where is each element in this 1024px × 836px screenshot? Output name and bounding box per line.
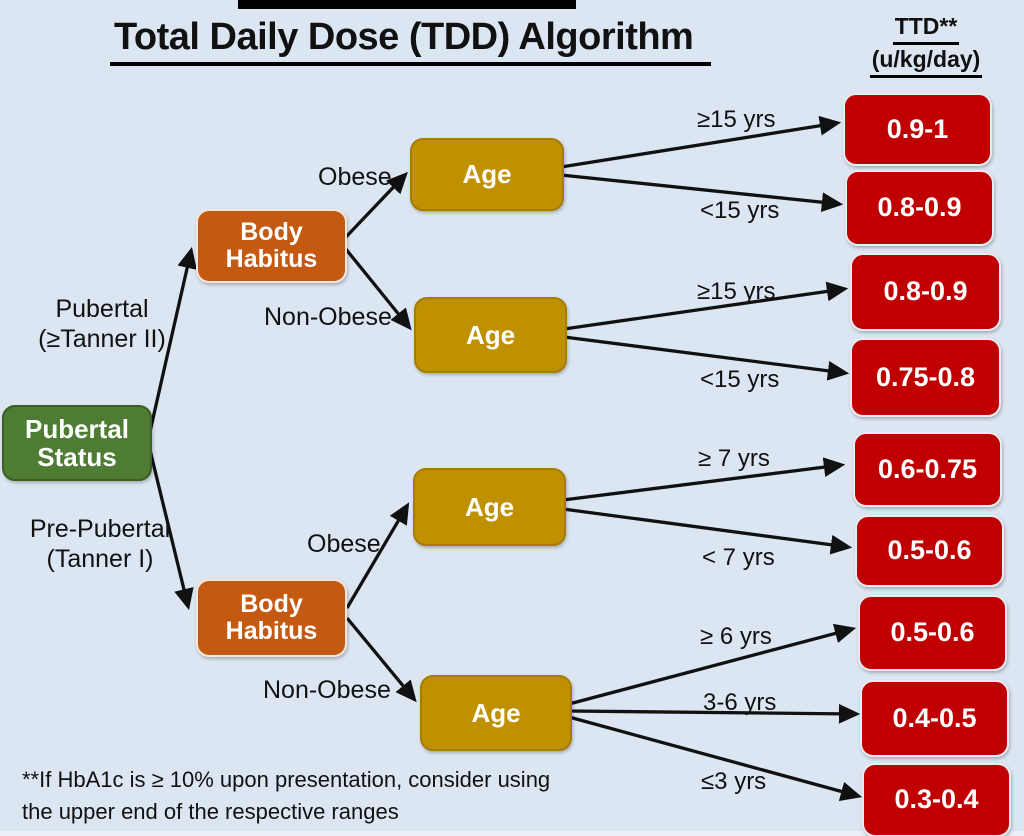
- edge-label-lt7: < 7 yrs: [702, 544, 775, 571]
- pubertal-branch-line2: (≥Tanner II): [38, 325, 166, 353]
- body-habitus-top-node: Body Habitus: [196, 209, 347, 283]
- footnote-line2: the upper end of the respective ranges: [22, 798, 399, 824]
- result-box-6: 0.5-0.6: [855, 515, 1004, 587]
- age-node-1: Age: [410, 138, 564, 211]
- edge-label-non-obese-bottom: Non-Obese: [263, 676, 391, 704]
- prepubertal-branch-label: Pre-Pubertal (Tanner I): [12, 514, 188, 574]
- ttd-header-line2: (u/kg/day): [869, 45, 983, 78]
- result-box-2: 0.8-0.9: [845, 170, 994, 246]
- edge-label-obese-top: Obese: [318, 163, 392, 191]
- prepubertal-branch-line1: Pre-Pubertal: [29, 515, 171, 543]
- edge-label-ge6: ≥ 6 yrs: [700, 623, 772, 650]
- result-box-4: 0.75-0.8: [850, 338, 1001, 417]
- result-box-1: 0.9-1: [843, 93, 992, 166]
- footnote: **If HbA1c is ≥ 10% upon presentation, c…: [22, 764, 550, 828]
- result-box-8: 0.4-0.5: [860, 680, 1009, 757]
- result-box-9: 0.3-0.4: [862, 763, 1011, 836]
- edge-label-ge15-top: ≥15 yrs: [697, 106, 776, 133]
- prepubertal-branch-line2: (Tanner I): [46, 545, 154, 573]
- result-box-7: 0.5-0.6: [858, 595, 1007, 671]
- edge-label-3to6: 3-6 yrs: [703, 689, 777, 716]
- edge-label-le3: ≤3 yrs: [701, 768, 767, 795]
- age-node-3: Age: [413, 468, 566, 546]
- top-edge-artifact: [238, 0, 576, 9]
- page-title: Total Daily Dose (TDD) Algorithm: [110, 16, 712, 66]
- result-box-3: 0.8-0.9: [850, 253, 1001, 331]
- ttd-header-line1: TTD**: [892, 12, 960, 45]
- pubertal-branch-line1: Pubertal: [55, 295, 149, 323]
- edge-label-lt15-top: <15 yrs: [700, 197, 780, 224]
- edge-label-lt15-mid: <15 yrs: [700, 366, 780, 393]
- pubertal-branch-label: Pubertal (≥Tanner II): [18, 294, 186, 354]
- body-habitus-bottom-node: Body Habitus: [196, 579, 347, 657]
- ttd-column-header: TTD** (u/kg/day): [843, 12, 1009, 78]
- result-box-5: 0.6-0.75: [853, 432, 1002, 507]
- edge-label-obese-bottom: Obese: [307, 530, 381, 558]
- pubertal-status-node: Pubertal Status: [2, 405, 152, 481]
- age-node-2: Age: [414, 297, 567, 373]
- footnote-line1: **If HbA1c is ≥ 10% upon presentation, c…: [22, 767, 551, 792]
- edge-label-non-obese-top: Non-Obese: [264, 303, 392, 331]
- edge-label-ge7: ≥ 7 yrs: [698, 445, 770, 472]
- age-node-4: Age: [420, 675, 572, 751]
- bottom-edge-strip: [0, 831, 1024, 836]
- edge-label-ge15-mid: ≥15 yrs: [697, 278, 776, 305]
